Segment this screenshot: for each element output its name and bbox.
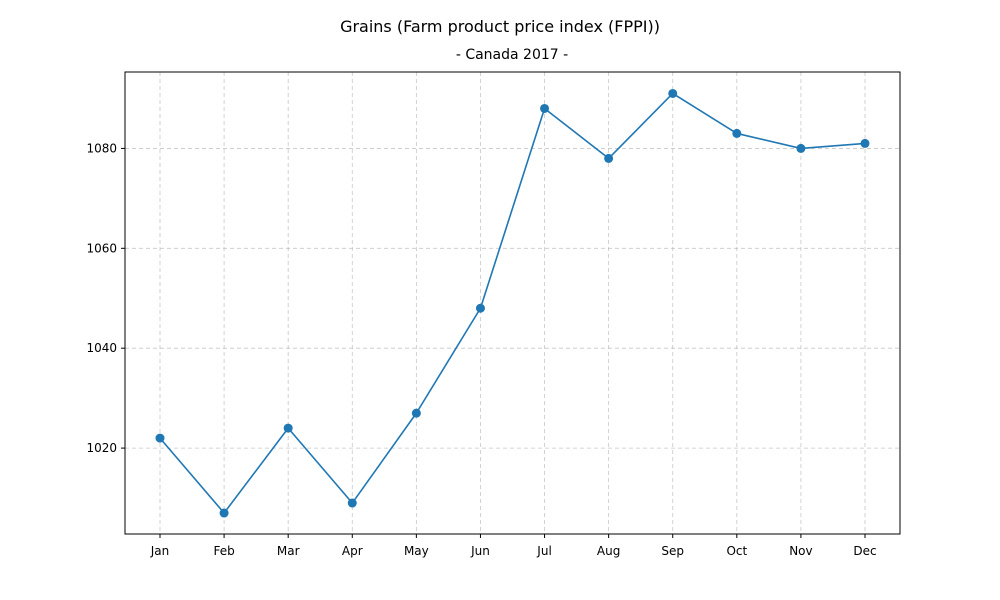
data-point	[796, 143, 806, 153]
x-tick-label: Oct	[726, 544, 747, 558]
chart-title: Grains (Farm product price index (FPPI))	[340, 17, 660, 36]
x-tick-label: Aug	[597, 544, 620, 558]
x-tick-label: Feb	[213, 544, 234, 558]
x-tick-label: Apr	[342, 544, 363, 558]
x-tick-label: Mar	[277, 544, 300, 558]
x-tick-label: Dec	[853, 544, 876, 558]
y-tick-label: 1080	[86, 141, 117, 155]
series-layer	[155, 88, 870, 518]
data-point	[155, 433, 165, 443]
x-tick-label: Jan	[150, 544, 170, 558]
x-tick-label: Jul	[536, 544, 551, 558]
data-point	[283, 423, 293, 433]
y-tick-label: 1060	[86, 241, 117, 255]
chart-subtitle: - Canada 2017 -	[456, 47, 568, 63]
data-point	[732, 128, 742, 138]
y-tick-label: 1020	[86, 441, 117, 455]
data-point	[347, 498, 357, 508]
data-point	[219, 508, 229, 518]
data-point	[668, 88, 678, 98]
data-point	[540, 103, 550, 113]
data-point	[475, 303, 485, 313]
plot-frame	[124, 71, 901, 535]
data-point	[411, 408, 421, 418]
x-tick-label: Nov	[789, 544, 812, 558]
data-point	[860, 138, 870, 148]
x-tick-label: Sep	[661, 544, 684, 558]
y-tick-label: 1040	[86, 341, 117, 355]
series-line	[159, 92, 866, 514]
tick-layer: Jan Feb Mar Apr May Jun Jul Aug Sep Oct Nov Dec 1020…	[86, 141, 876, 558]
x-tick-label: Jun	[470, 544, 490, 558]
grid-layer	[125, 72, 900, 534]
x-tick-label: May	[404, 544, 429, 558]
data-point	[604, 153, 614, 163]
